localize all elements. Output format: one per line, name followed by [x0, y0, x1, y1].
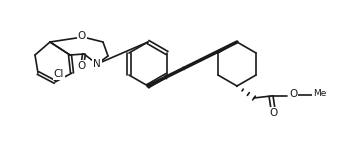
Text: N: N — [93, 59, 101, 69]
Text: O: O — [270, 108, 278, 118]
Text: O: O — [77, 61, 85, 71]
Text: Cl: Cl — [54, 69, 64, 79]
Text: Me: Me — [313, 90, 327, 99]
Text: O: O — [78, 31, 86, 41]
Text: O: O — [289, 89, 297, 99]
